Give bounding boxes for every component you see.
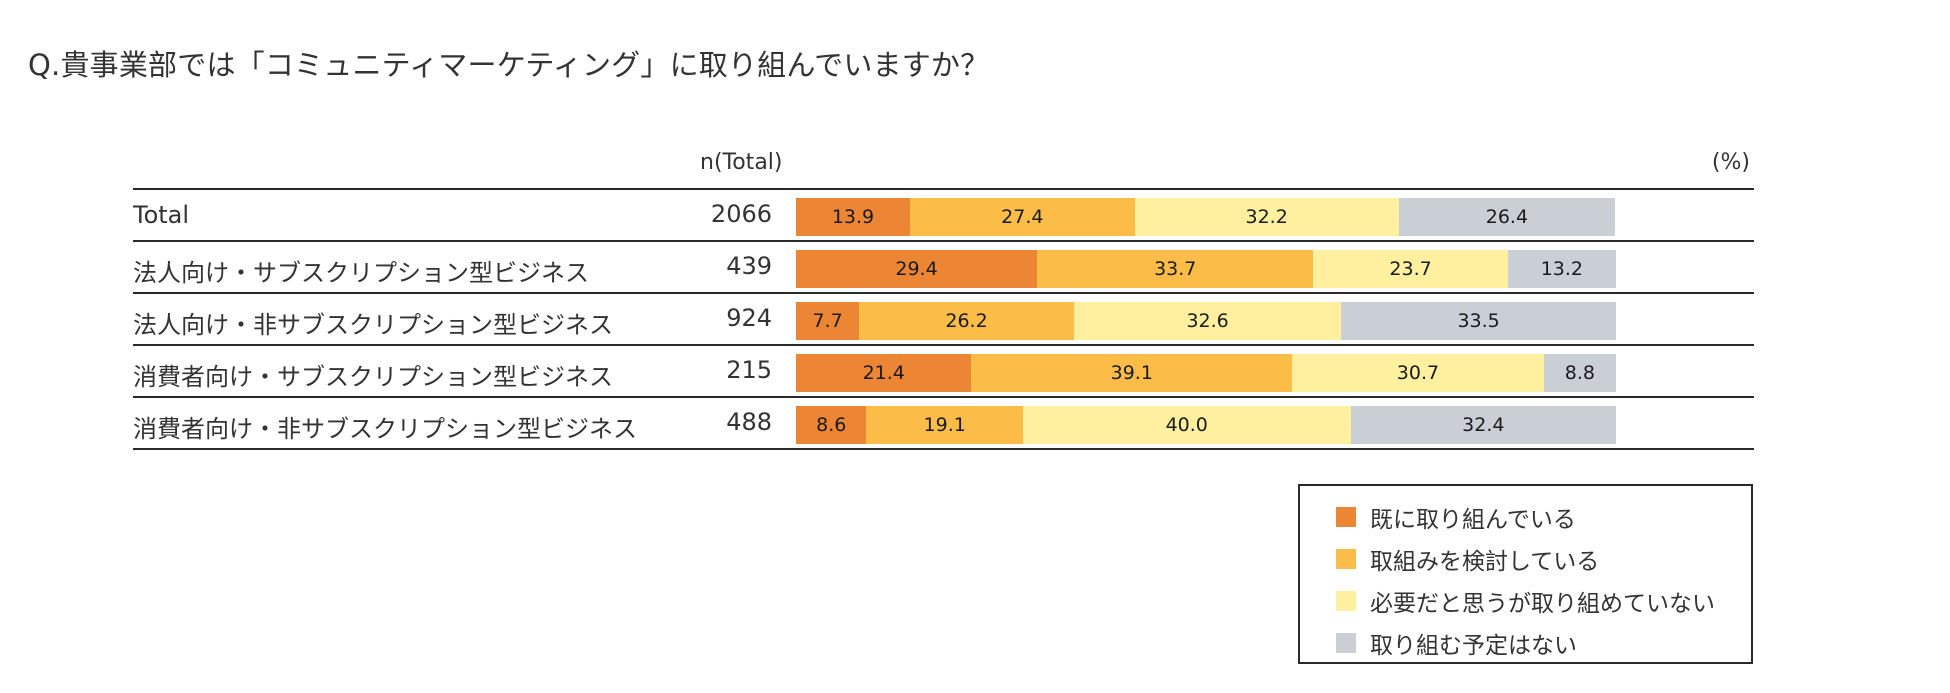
row-divider <box>133 448 1754 450</box>
stacked-bar: 8.6 19.1 40.0 32.4 <box>796 406 1616 444</box>
legend-label: 必要だと思うが取り組めていない <box>1370 591 1715 617</box>
n-column-header: n(Total) <box>700 150 783 175</box>
bar-segment: 26.2 <box>859 302 1074 340</box>
row-divider <box>133 240 1754 242</box>
row-label: 法人向け・サブスクリプション型ビジネス <box>133 259 589 287</box>
bar-segment: 33.5 <box>1341 302 1616 340</box>
row-n-value: 215 <box>726 356 772 384</box>
legend-item: 既に取り組んでいる <box>1336 502 1576 533</box>
table-top-rule <box>133 188 1754 190</box>
row-n-value: 924 <box>726 304 772 332</box>
bar-segment: 19.1 <box>866 406 1023 444</box>
legend-item: 必要だと思うが取り組めていない <box>1336 586 1715 617</box>
legend-item: 取り組む予定はない <box>1336 628 1577 659</box>
bar-segment: 30.7 <box>1292 354 1544 392</box>
bar-segment: 26.4 <box>1398 198 1616 236</box>
legend-swatch <box>1336 507 1356 527</box>
bar-segment: 21.4 <box>796 354 972 392</box>
bar-segment: 32.4 <box>1350 406 1616 444</box>
row-label: 消費者向け・非サブスクリプション型ビジネス <box>133 415 637 443</box>
legend: 既に取り組んでいる 取組みを検討している 必要だと思うが取り組めていない 取り組… <box>1298 484 1753 664</box>
question-title: Q.貴事業部では「コミュニティマーケティング」に取り組んでいますか？ <box>28 48 990 82</box>
stacked-bar: 7.7 26.2 32.6 33.5 <box>796 302 1616 340</box>
bar-segment: 13.2 <box>1507 250 1616 288</box>
legend-item: 取組みを検討している <box>1336 544 1600 575</box>
row-label: 消費者向け・サブスクリプション型ビジネス <box>133 363 613 391</box>
bar-segment: 40.0 <box>1022 406 1351 444</box>
row-divider <box>133 344 1754 346</box>
legend-label: 既に取り組んでいる <box>1370 507 1576 533</box>
bar-segment: 39.1 <box>971 354 1293 392</box>
legend-label: 取組みを検討している <box>1370 549 1600 575</box>
bar-segment: 33.7 <box>1037 250 1314 288</box>
bar-segment: 32.2 <box>1134 198 1399 236</box>
stacked-bar: 13.9 27.4 32.2 26.4 <box>796 198 1616 236</box>
row-label: Total <box>133 201 190 229</box>
row-n-value: 488 <box>726 408 772 436</box>
row-divider <box>133 292 1754 294</box>
legend-swatch <box>1336 591 1356 611</box>
bar-segment: 32.6 <box>1073 302 1342 340</box>
row-n-value: 439 <box>726 252 772 280</box>
stacked-bar: 29.4 33.7 23.7 13.2 <box>796 250 1616 288</box>
bar-segment: 7.7 <box>796 302 860 340</box>
unit-label: (%) <box>1711 150 1750 175</box>
legend-swatch <box>1336 633 1356 653</box>
row-divider <box>133 396 1754 398</box>
bar-segment: 29.4 <box>796 250 1038 288</box>
legend-label: 取り組む予定はない <box>1370 633 1577 659</box>
stacked-bar: 21.4 39.1 30.7 8.8 <box>796 354 1616 392</box>
bar-segment: 8.6 <box>796 406 867 444</box>
bar-segment: 27.4 <box>909 198 1135 236</box>
row-n-value: 2066 <box>710 200 772 228</box>
bar-segment: 13.9 <box>796 198 910 236</box>
bar-segment: 23.7 <box>1313 250 1508 288</box>
legend-swatch <box>1336 549 1356 569</box>
bar-segment: 8.8 <box>1543 354 1616 392</box>
row-label: 法人向け・非サブスクリプション型ビジネス <box>133 311 613 339</box>
